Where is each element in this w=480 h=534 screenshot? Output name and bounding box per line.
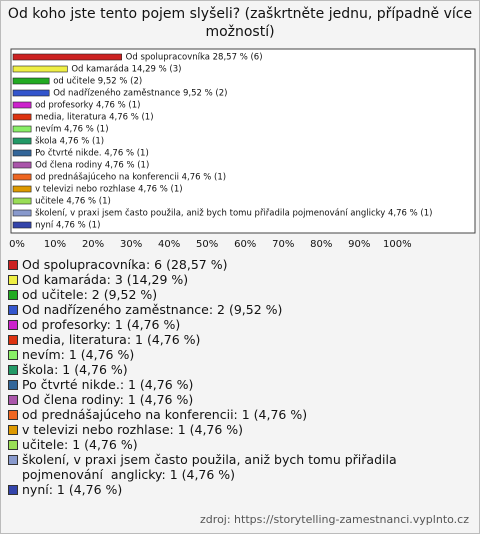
bar bbox=[12, 197, 32, 205]
value-label: Od kamaráda 14,29 % (3) bbox=[71, 65, 181, 75]
bar bbox=[12, 101, 32, 109]
value-label: od prednášajúceho na konferencii 4,76 % … bbox=[35, 172, 226, 183]
value-label: od profesorky 4,76 % (1) bbox=[35, 101, 140, 111]
x-tick-label: 0% bbox=[9, 239, 25, 250]
bar bbox=[12, 89, 50, 97]
value-label: nyní 4,76 % (1) bbox=[35, 221, 100, 231]
legend-label: učitele: 1 (4,76 %) bbox=[22, 437, 138, 452]
legend-label: v televizi nebo rozhlase: 1 (4,76 %) bbox=[22, 422, 244, 437]
legend-swatch bbox=[8, 455, 18, 465]
legend: Od spolupracovníka: 6 (28,57 %) Od kamará… bbox=[8, 257, 474, 497]
legend-label: nyní: 1 (4,76 %) bbox=[22, 482, 123, 497]
x-tick-label: 10% bbox=[44, 239, 66, 250]
legend-item: v televizi nebo rozhlase: 1 (4,76 %) bbox=[8, 422, 474, 437]
legend-label: Od člena rodiny: 1 (4,76 %) bbox=[22, 392, 194, 407]
bar bbox=[12, 137, 32, 145]
value-label: Od nadřízeného zaměstnance 9,52 % (2) bbox=[53, 88, 227, 99]
x-tick-label: 90% bbox=[348, 239, 370, 250]
legend-item: Od spolupracovníka: 6 (28,57 %) bbox=[8, 257, 474, 272]
legend-swatch bbox=[8, 380, 18, 390]
legend-label: od prednášajúceho na konferencii: 1 (4,7… bbox=[22, 407, 308, 422]
value-label: nevím 4,76 % (1) bbox=[35, 125, 108, 135]
legend-label: od profesorky: 1 (4,76 %) bbox=[22, 317, 181, 332]
legend-item: nevím: 1 (4,76 %) bbox=[8, 347, 474, 362]
legend-item: od profesorky: 1 (4,76 %) bbox=[8, 317, 474, 332]
bar bbox=[12, 77, 50, 85]
legend-swatch bbox=[8, 365, 18, 375]
legend-item: Od nadřízeného zaměstnance: 2 (9,52 %) bbox=[8, 302, 474, 317]
legend-swatch bbox=[8, 425, 18, 435]
x-tick-label: 20% bbox=[82, 239, 104, 250]
value-label: školení, v praxi jsem často použila, ani… bbox=[35, 208, 432, 219]
x-tick-label: 40% bbox=[158, 239, 180, 250]
plot-frame bbox=[10, 48, 476, 234]
x-tick-label: 60% bbox=[234, 239, 256, 250]
legend-label: Od spolupracovníka: 6 (28,57 %) bbox=[22, 257, 228, 272]
bar bbox=[12, 113, 32, 121]
value-label: Od člena rodiny 4,76 % (1) bbox=[35, 160, 149, 171]
x-tick-label: 70% bbox=[272, 239, 294, 250]
legend-swatch bbox=[8, 335, 18, 345]
x-tick-label: 80% bbox=[310, 239, 332, 250]
legend-label: Od kamaráda: 3 (14,29 %) bbox=[22, 272, 189, 287]
bar bbox=[12, 173, 32, 181]
legend-label: media, literatura: 1 (4,76 %) bbox=[22, 332, 201, 347]
value-label: učitele 4,76 % (1) bbox=[35, 196, 111, 207]
legend-swatch bbox=[8, 395, 18, 405]
bar bbox=[12, 221, 32, 229]
value-label: Od spolupracovníka 28,57 % (6) bbox=[126, 53, 263, 63]
legend-item: od prednášajúceho na konferencii: 1 (4,7… bbox=[8, 407, 474, 422]
value-label: od učitele 9,52 % (2) bbox=[53, 76, 142, 87]
legend-item: školení, v praxi jsem často použila, ani… bbox=[8, 452, 474, 482]
x-tick-label: 50% bbox=[196, 239, 218, 250]
value-label: v televizi nebo rozhlase 4,76 % (1) bbox=[35, 185, 182, 195]
bar bbox=[12, 149, 32, 157]
x-tick-label: 30% bbox=[120, 239, 142, 250]
legend-label: Od nadřízeného zaměstnance: 2 (9,52 %) bbox=[22, 302, 283, 317]
bar bbox=[12, 209, 32, 217]
legend-label: nevím: 1 (4,76 %) bbox=[22, 347, 135, 362]
legend-item: media, literatura: 1 (4,76 %) bbox=[8, 332, 474, 347]
legend-item: učitele: 1 (4,76 %) bbox=[8, 437, 474, 452]
chart-title: Od koho jste tento pojem slyšeli? (zaškr… bbox=[7, 6, 473, 40]
legend-item: Od kamaráda: 3 (14,29 %) bbox=[8, 272, 474, 287]
value-label: media, literatura 4,76 % (1) bbox=[35, 113, 153, 123]
plot: 0% 10% 20% 30% 40% 50% 60% 70% 80% 90% 100% Od spol… bbox=[9, 48, 476, 250]
legend-swatch bbox=[8, 260, 18, 270]
legend-item: nyní: 1 (4,76 %) bbox=[8, 482, 474, 497]
legend-swatch bbox=[8, 350, 18, 360]
legend-item: Od člena rodiny: 1 (4,76 %) bbox=[8, 392, 474, 407]
legend-swatch bbox=[8, 275, 18, 285]
legend-swatch bbox=[8, 320, 18, 330]
legend-label: Po čtvrté nikde.: 1 (4,76 %) bbox=[22, 377, 194, 392]
legend-item: škola: 1 (4,76 %) bbox=[8, 362, 474, 377]
value-label: škola 4,76 % (1) bbox=[35, 136, 104, 147]
legend-item: od učitele: 2 (9,52 %) bbox=[8, 287, 474, 302]
legend-label: školení, v praxi jsem často použila, ani… bbox=[22, 452, 405, 482]
legend-item: Po čtvrté nikde.: 1 (4,76 %) bbox=[8, 377, 474, 392]
legend-label: škola: 1 (4,76 %) bbox=[22, 362, 128, 377]
legend-swatch bbox=[8, 410, 18, 420]
legend-swatch bbox=[8, 305, 18, 315]
bar bbox=[12, 161, 32, 169]
bar bbox=[12, 185, 32, 193]
legend-label: od učitele: 2 (9,52 %) bbox=[22, 287, 158, 302]
source: zdroj: https://storytelling-zamestnanci.… bbox=[200, 513, 469, 526]
bar bbox=[12, 65, 68, 73]
legend-swatch bbox=[8, 485, 18, 495]
value-label: Po čtvrté nikde. 4,76 % (1) bbox=[35, 148, 149, 159]
bar bbox=[12, 125, 32, 133]
x-tick-label: 100% bbox=[383, 239, 412, 250]
legend-swatch bbox=[8, 290, 18, 300]
bar bbox=[12, 53, 122, 61]
legend-swatch bbox=[8, 440, 18, 450]
